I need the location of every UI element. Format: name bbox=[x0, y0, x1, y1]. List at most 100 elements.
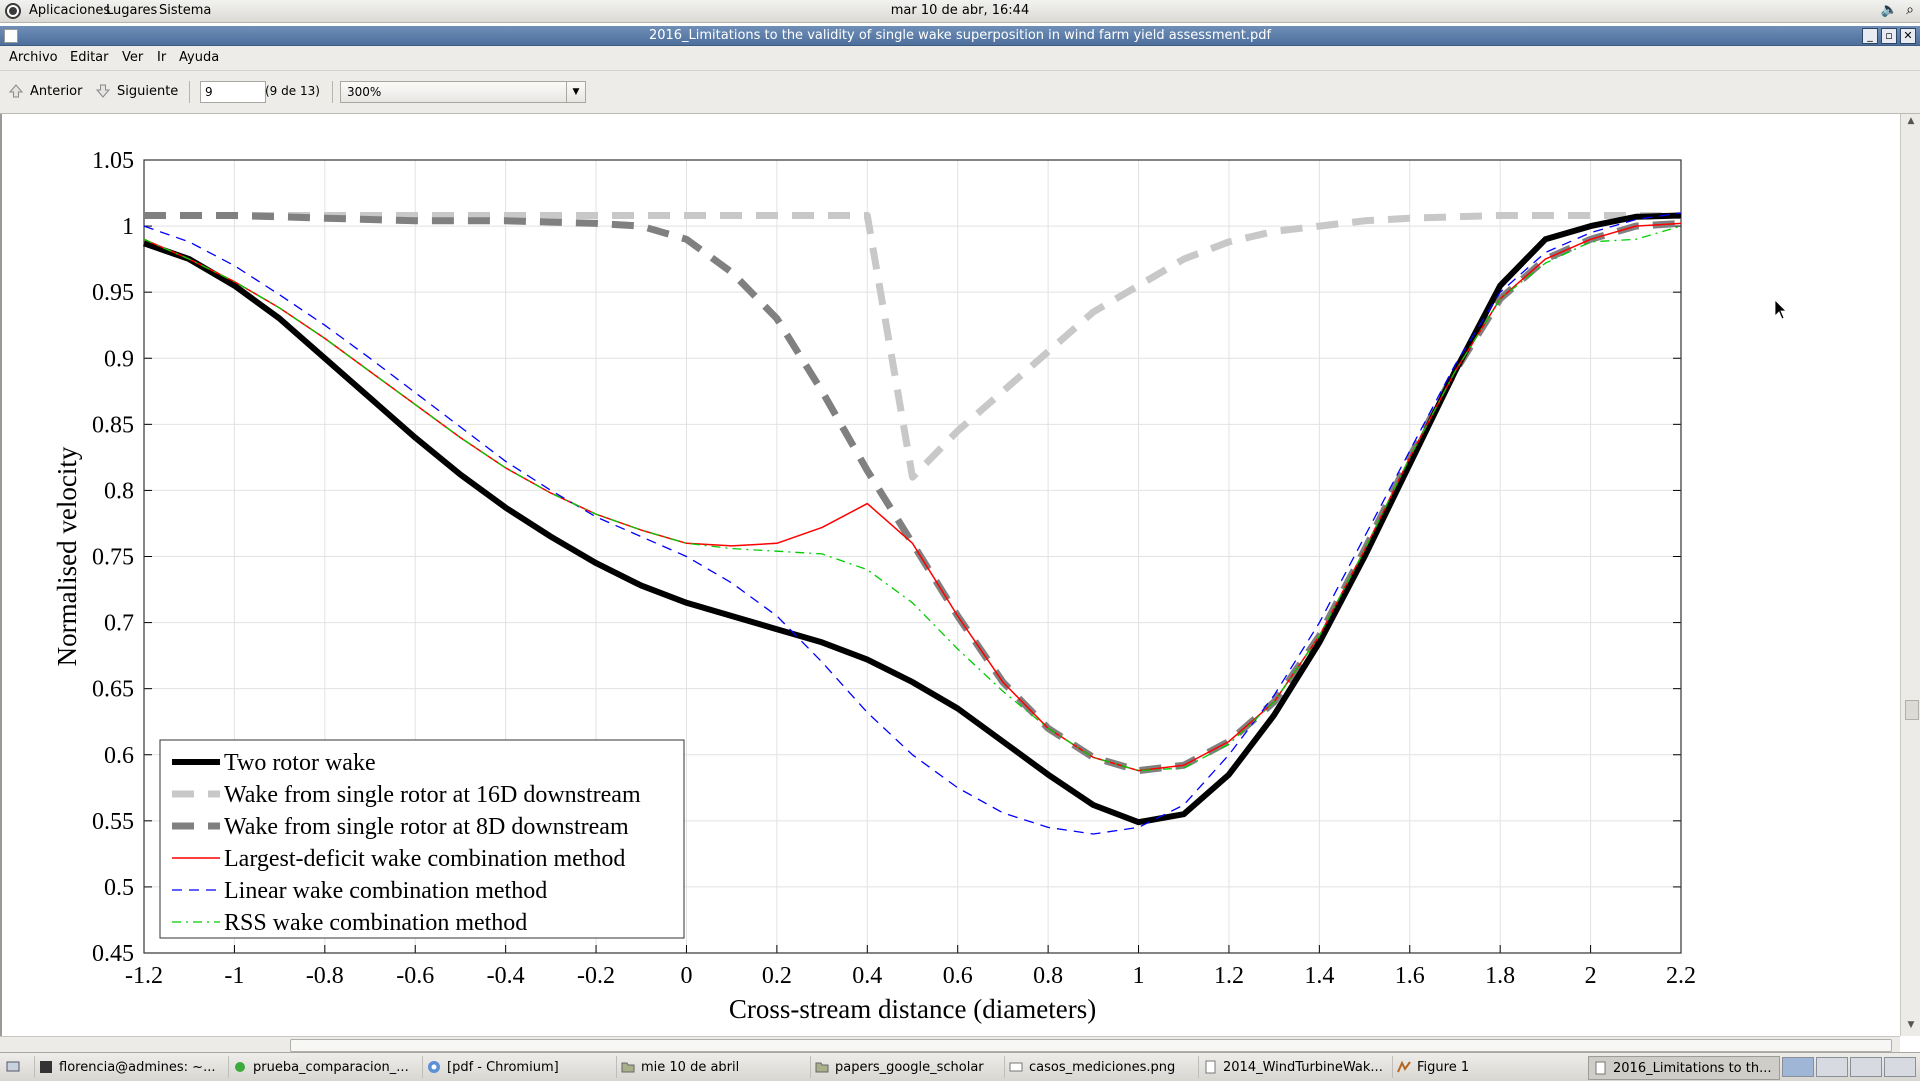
legend-entry: Two rotor wake bbox=[224, 750, 376, 776]
legend-entry: RSS wake combination method bbox=[224, 910, 527, 936]
x-tick-label: 0.8 bbox=[1033, 963, 1063, 989]
document-icon bbox=[1205, 1060, 1216, 1074]
close-button[interactable]: ✕ bbox=[1900, 28, 1916, 44]
menu-archivo[interactable]: Archivo bbox=[9, 50, 58, 65]
image-icon bbox=[1009, 1062, 1023, 1072]
panel-clock[interactable]: mar 10 de abr, 16:44 bbox=[890, 3, 1030, 18]
show-desktop-button[interactable] bbox=[2, 1056, 34, 1078]
document-left-border bbox=[0, 114, 2, 1036]
maximize-button[interactable]: ▫ bbox=[1881, 28, 1897, 44]
next-page-label: Siguiente bbox=[117, 83, 179, 99]
mouse-cursor-icon bbox=[1774, 299, 1787, 320]
folder-icon bbox=[621, 1062, 635, 1073]
arrow-down-icon bbox=[95, 84, 111, 98]
matlab-icon bbox=[1397, 1060, 1411, 1073]
window-title-bar[interactable]: 2016_Limitations to the validity of sing… bbox=[0, 26, 1920, 46]
y-tick-label: 0.95 bbox=[92, 280, 134, 306]
task-prueba[interactable]: prueba_comparacion_... bbox=[228, 1056, 421, 1078]
x-tick-label: -0.2 bbox=[577, 963, 615, 989]
terminal-icon bbox=[40, 1061, 52, 1073]
task-label: 2016_Limitations to th... bbox=[1613, 1060, 1772, 1076]
x-tick-label: 1.8 bbox=[1485, 963, 1515, 989]
document-view[interactable]: -1.2 -1 -0.8 -0.6 -0.4 -0.2 0 0.2 0.4 0.6 0.8 1 1.2 1… bbox=[0, 114, 1900, 1036]
scroll-down-icon[interactable]: ▼ bbox=[1907, 1020, 1915, 1030]
menu-ir[interactable]: Ir bbox=[157, 50, 167, 65]
task-chromium[interactable]: [pdf - Chromium] bbox=[422, 1056, 615, 1078]
y-tick-label: 0.6 bbox=[104, 743, 134, 769]
chevron-down-icon[interactable]: ▼ bbox=[566, 82, 585, 102]
task-folder-papers[interactable]: papers_google_scholar bbox=[810, 1056, 1003, 1078]
x-tick-label: 0.4 bbox=[852, 963, 882, 989]
y-tick-label: 0.45 bbox=[92, 941, 134, 967]
y-tick-label: 0.5 bbox=[104, 875, 134, 901]
x-axis-title: Cross-stream distance (diameters) bbox=[729, 994, 1096, 1024]
legend-entry: Wake from single rotor at 16D downstream bbox=[224, 782, 641, 808]
x-tick-label: 2.2 bbox=[1666, 963, 1696, 989]
task-terminal[interactable]: florencia@admines: ~... bbox=[34, 1056, 227, 1078]
y-tick-label: 0.65 bbox=[92, 677, 134, 703]
x-tick-label: -1 bbox=[224, 963, 244, 989]
window-title: 2016_Limitations to the validity of sing… bbox=[648, 28, 1272, 43]
x-tick-label: 0.6 bbox=[943, 963, 973, 989]
chromium-icon bbox=[428, 1061, 440, 1073]
menu-ver[interactable]: Ver bbox=[122, 50, 144, 65]
x-tick-label: 2 bbox=[1585, 963, 1597, 989]
task-label: 2014_WindTurbineWak... bbox=[1223, 1059, 1383, 1075]
panel-menu-places[interactable]: Lugares bbox=[106, 3, 158, 18]
task-label: [pdf - Chromium] bbox=[447, 1059, 559, 1075]
menu-bar: Archivo Editar Ver Ir Ayuda bbox=[0, 46, 1920, 71]
document-icon bbox=[1595, 1061, 1606, 1075]
workspace-3[interactable] bbox=[1850, 1057, 1882, 1077]
task-image-viewer[interactable]: casos_mediciones.png bbox=[1004, 1056, 1197, 1078]
task-label: florencia@admines: ~... bbox=[59, 1059, 216, 1075]
zoom-select[interactable]: 300% ▼ bbox=[340, 81, 586, 103]
panel-menu-applications[interactable]: Aplicaciones bbox=[29, 3, 111, 18]
scroll-up-icon[interactable]: ▲ bbox=[1907, 116, 1915, 126]
minimize-button[interactable]: _ bbox=[1862, 28, 1878, 44]
toolbar: Anterior Siguiente (9 de 13) 300% ▼ bbox=[0, 71, 1920, 114]
x-tick-label: 1.6 bbox=[1395, 963, 1425, 989]
legend-entry: Largest-deficit wake combination method bbox=[224, 846, 625, 872]
page-number-input[interactable] bbox=[200, 81, 266, 103]
vertical-scroll-thumb[interactable] bbox=[1905, 700, 1919, 720]
legend-box bbox=[159, 739, 685, 939]
series-line-4 bbox=[143, 212, 1682, 835]
next-page-button[interactable]: Siguiente bbox=[95, 83, 178, 99]
vertical-scrollbar[interactable]: ▲ ▼ bbox=[1900, 114, 1920, 1036]
search-icon[interactable]: ⌕ bbox=[1906, 2, 1914, 18]
legend-entry: Wake from single rotor at 8D downstream bbox=[224, 814, 629, 840]
series-line-0 bbox=[143, 212, 1682, 826]
app-icon bbox=[235, 1062, 245, 1072]
x-tick-label: 1 bbox=[1133, 963, 1145, 989]
workspace-2[interactable] bbox=[1816, 1057, 1848, 1077]
previous-page-button[interactable]: Anterior bbox=[8, 83, 82, 99]
volume-icon[interactable]: 🔈 bbox=[1880, 2, 1899, 18]
y-tick-label: 0.55 bbox=[92, 809, 134, 835]
legend-entry: Linear wake combination method bbox=[224, 878, 547, 904]
x-tick-label: 1.4 bbox=[1304, 963, 1334, 989]
series-line-1 bbox=[144, 212, 1681, 481]
menu-ayuda[interactable]: Ayuda bbox=[179, 50, 220, 65]
task-pdf-2016[interactable]: 2016_Limitations to th... bbox=[1588, 1056, 1780, 1080]
arrow-up-icon bbox=[8, 84, 24, 98]
x-tick-label: 0.2 bbox=[762, 963, 792, 989]
workspace-4[interactable] bbox=[1884, 1057, 1916, 1077]
task-figure[interactable]: Figure 1 bbox=[1392, 1056, 1585, 1078]
y-tick-label: 1.05 bbox=[92, 148, 134, 174]
task-pdf-2014[interactable]: 2014_WindTurbineWak... bbox=[1198, 1056, 1391, 1078]
desktop-icon bbox=[6, 1061, 20, 1072]
horizontal-scroll-thumb[interactable] bbox=[290, 1039, 1892, 1052]
x-tick-label: 1.2 bbox=[1214, 963, 1244, 989]
window-menu-icon[interactable] bbox=[4, 29, 18, 43]
x-tick-label: -0.8 bbox=[306, 963, 344, 989]
top-panel: Aplicaciones Lugares Sistema mar 10 de a… bbox=[0, 0, 1920, 23]
workspace-switcher[interactable] bbox=[1782, 1057, 1916, 1077]
y-tick-label: 0.8 bbox=[104, 478, 134, 504]
gnome-foot-icon[interactable] bbox=[4, 2, 22, 20]
panel-menu-system[interactable]: Sistema bbox=[159, 3, 212, 18]
toolbar-separator bbox=[332, 81, 333, 103]
workspace-1[interactable] bbox=[1782, 1057, 1814, 1077]
horizontal-scrollbar[interactable] bbox=[0, 1036, 1900, 1053]
task-folder-mie[interactable]: mie 10 de abril bbox=[616, 1056, 809, 1078]
menu-editar[interactable]: Editar bbox=[70, 50, 109, 65]
